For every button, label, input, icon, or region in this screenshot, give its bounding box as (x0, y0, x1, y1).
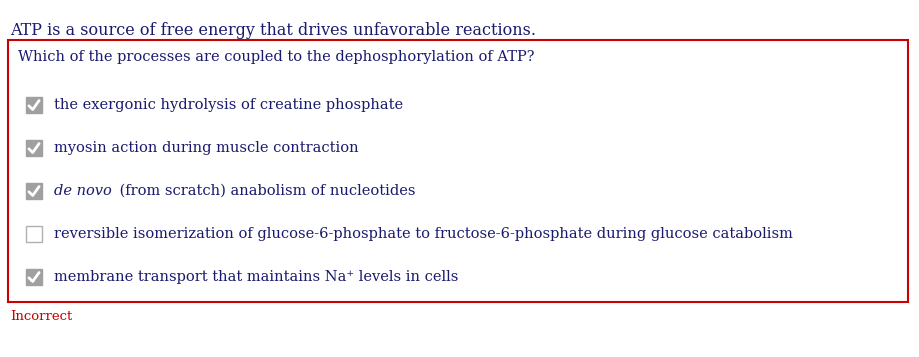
Text: the exergonic hydrolysis of creatine phosphate: the exergonic hydrolysis of creatine pho… (54, 98, 403, 112)
Text: membrane transport that maintains Na⁺ levels in cells: membrane transport that maintains Na⁺ le… (54, 270, 458, 284)
Bar (26, 226, 42, 242)
Bar (26, 183, 42, 199)
Bar (26, 269, 42, 285)
Text: ATP is a source of free energy that drives unfavorable reactions.: ATP is a source of free energy that driv… (10, 22, 536, 39)
Text: (from scratch) anabolism of nucleotides: (from scratch) anabolism of nucleotides (115, 184, 414, 198)
Text: myosin action during muscle contraction: myosin action during muscle contraction (54, 141, 358, 155)
Text: Incorrect: Incorrect (10, 310, 73, 323)
Bar (8, 40, 907, 302)
Text: Which of the processes are coupled to the dephosphorylation of ATP?: Which of the processes are coupled to th… (18, 50, 534, 64)
Bar (26, 140, 42, 156)
Bar (26, 97, 42, 113)
Text: reversible isomerization of glucose-6-phosphate to fructose-6-phosphate during g: reversible isomerization of glucose-6-ph… (54, 227, 792, 241)
Text: de novo: de novo (54, 184, 111, 198)
